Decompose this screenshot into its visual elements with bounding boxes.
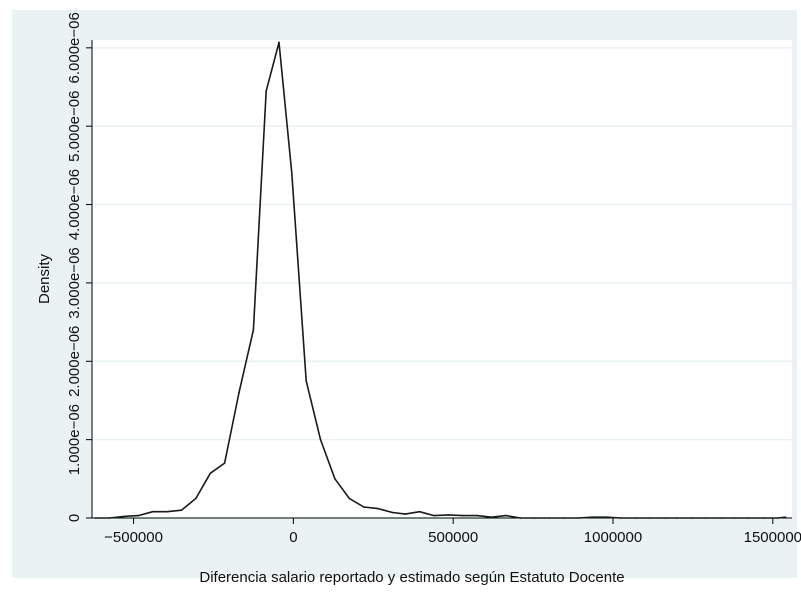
density-point [209, 472, 212, 475]
density-point [123, 515, 125, 518]
density-point [391, 511, 394, 514]
y-tick-label: 2.000e−06 [66, 326, 83, 397]
x-tick-labels: −500000 0 500000 1000000 1500000 [104, 529, 801, 546]
density-point [704, 517, 707, 519]
density-point [476, 514, 478, 517]
density-point [223, 462, 226, 464]
density-point [562, 517, 565, 519]
density-point [762, 517, 765, 519]
density-point [290, 172, 293, 175]
y-axis-label: Density [36, 253, 53, 304]
density-point [461, 514, 464, 517]
density-point [634, 517, 637, 519]
density-point [362, 506, 365, 508]
density-point [533, 517, 536, 519]
density-point [620, 517, 622, 519]
density-point [265, 90, 268, 92]
x-axis-label: Diferencia salario reportado y estimado … [199, 569, 624, 586]
gridlines [92, 47, 792, 441]
density-point [548, 517, 550, 519]
y-tick-label: 0 [66, 514, 83, 522]
tick-marks [86, 47, 774, 524]
y-tick-label: 1.000e−06 [66, 404, 83, 475]
density-point [447, 514, 450, 516]
y-tick-label: 4.000e−06 [66, 169, 83, 240]
density-point [663, 517, 665, 519]
density-point [676, 517, 678, 519]
x-tick-label: 500000 [428, 529, 478, 546]
y-tick-labels: 0 1.000e−06 2.000e−06 3.000e−06 4.000e−06 5.0… [66, 12, 83, 522]
density-point [404, 513, 407, 515]
density-point [334, 478, 336, 480]
y-tick-label: 5.000e−06 [66, 91, 83, 162]
density-point [776, 517, 779, 519]
density-point [784, 516, 787, 519]
density-point [137, 514, 140, 517]
plot-area [92, 40, 792, 518]
density-point [418, 510, 421, 513]
density-point [748, 517, 750, 519]
x-tick-label: 1000000 [584, 529, 642, 546]
density-point [108, 517, 111, 519]
density-point [591, 516, 594, 519]
density-point [719, 517, 721, 519]
density-point [648, 517, 651, 519]
density-point [377, 507, 379, 510]
density-point [348, 497, 351, 500]
density-point [519, 517, 522, 519]
density-point [278, 41, 280, 44]
density-point [490, 516, 493, 519]
density-point [505, 514, 507, 517]
density-point [238, 391, 240, 394]
density-point [166, 510, 168, 513]
density-point [305, 380, 307, 382]
density-point [733, 517, 736, 519]
density-point [605, 516, 608, 519]
density-point [195, 497, 197, 500]
density-point [433, 514, 435, 517]
density-line [95, 41, 786, 519]
density-point [690, 517, 693, 519]
x-tick-label: −500000 [104, 529, 163, 546]
y-tick-label: 6.000e−06 [66, 12, 83, 83]
series-layer [94, 41, 787, 519]
density-point [180, 509, 183, 511]
x-tick-label: 1500000 [744, 529, 801, 546]
density-point [319, 438, 322, 441]
density-point [151, 510, 154, 513]
y-tick-label: 3.000e−06 [66, 247, 83, 318]
density-point [94, 517, 96, 519]
density-point [577, 517, 579, 519]
x-tick-label: 0 [289, 529, 297, 546]
density-point [252, 329, 255, 331]
